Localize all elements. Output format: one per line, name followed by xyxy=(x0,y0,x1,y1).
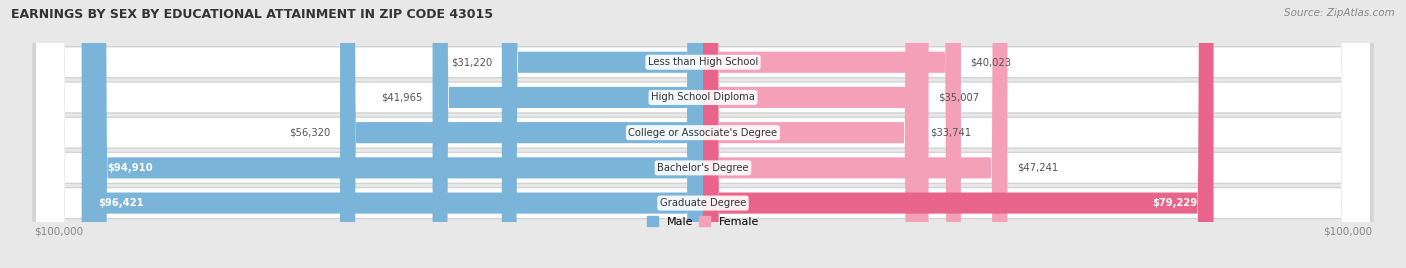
FancyBboxPatch shape xyxy=(32,0,1374,268)
Text: $94,910: $94,910 xyxy=(107,163,153,173)
Text: $40,023: $40,023 xyxy=(970,57,1011,67)
FancyBboxPatch shape xyxy=(37,0,1369,268)
FancyBboxPatch shape xyxy=(340,0,703,268)
Legend: Male, Female: Male, Female xyxy=(643,212,763,231)
FancyBboxPatch shape xyxy=(703,0,1008,268)
Text: High School Diploma: High School Diploma xyxy=(651,92,755,102)
FancyBboxPatch shape xyxy=(37,0,1369,268)
Text: $56,320: $56,320 xyxy=(290,128,330,138)
FancyBboxPatch shape xyxy=(32,0,1374,268)
Text: $96,421: $96,421 xyxy=(98,198,143,208)
FancyBboxPatch shape xyxy=(433,0,703,268)
FancyBboxPatch shape xyxy=(37,0,1369,268)
Text: $35,007: $35,007 xyxy=(938,92,980,102)
Text: Source: ZipAtlas.com: Source: ZipAtlas.com xyxy=(1284,8,1395,18)
FancyBboxPatch shape xyxy=(32,0,1374,268)
FancyBboxPatch shape xyxy=(703,0,960,268)
FancyBboxPatch shape xyxy=(703,0,1213,268)
FancyBboxPatch shape xyxy=(703,0,921,268)
Text: Less than High School: Less than High School xyxy=(648,57,758,67)
Text: $47,241: $47,241 xyxy=(1017,163,1059,173)
FancyBboxPatch shape xyxy=(37,0,1369,268)
Text: $33,741: $33,741 xyxy=(931,128,972,138)
FancyBboxPatch shape xyxy=(32,0,1374,268)
FancyBboxPatch shape xyxy=(32,0,1374,268)
Text: EARNINGS BY SEX BY EDUCATIONAL ATTAINMENT IN ZIP CODE 43015: EARNINGS BY SEX BY EDUCATIONAL ATTAINMEN… xyxy=(11,8,494,21)
Text: $41,965: $41,965 xyxy=(381,92,423,102)
FancyBboxPatch shape xyxy=(82,0,703,268)
Text: $31,220: $31,220 xyxy=(451,57,492,67)
Text: Graduate Degree: Graduate Degree xyxy=(659,198,747,208)
FancyBboxPatch shape xyxy=(91,0,703,268)
Text: College or Associate's Degree: College or Associate's Degree xyxy=(628,128,778,138)
FancyBboxPatch shape xyxy=(37,0,1369,268)
Text: $79,229: $79,229 xyxy=(1153,198,1198,208)
FancyBboxPatch shape xyxy=(502,0,703,268)
FancyBboxPatch shape xyxy=(703,0,928,268)
Text: Bachelor's Degree: Bachelor's Degree xyxy=(657,163,749,173)
